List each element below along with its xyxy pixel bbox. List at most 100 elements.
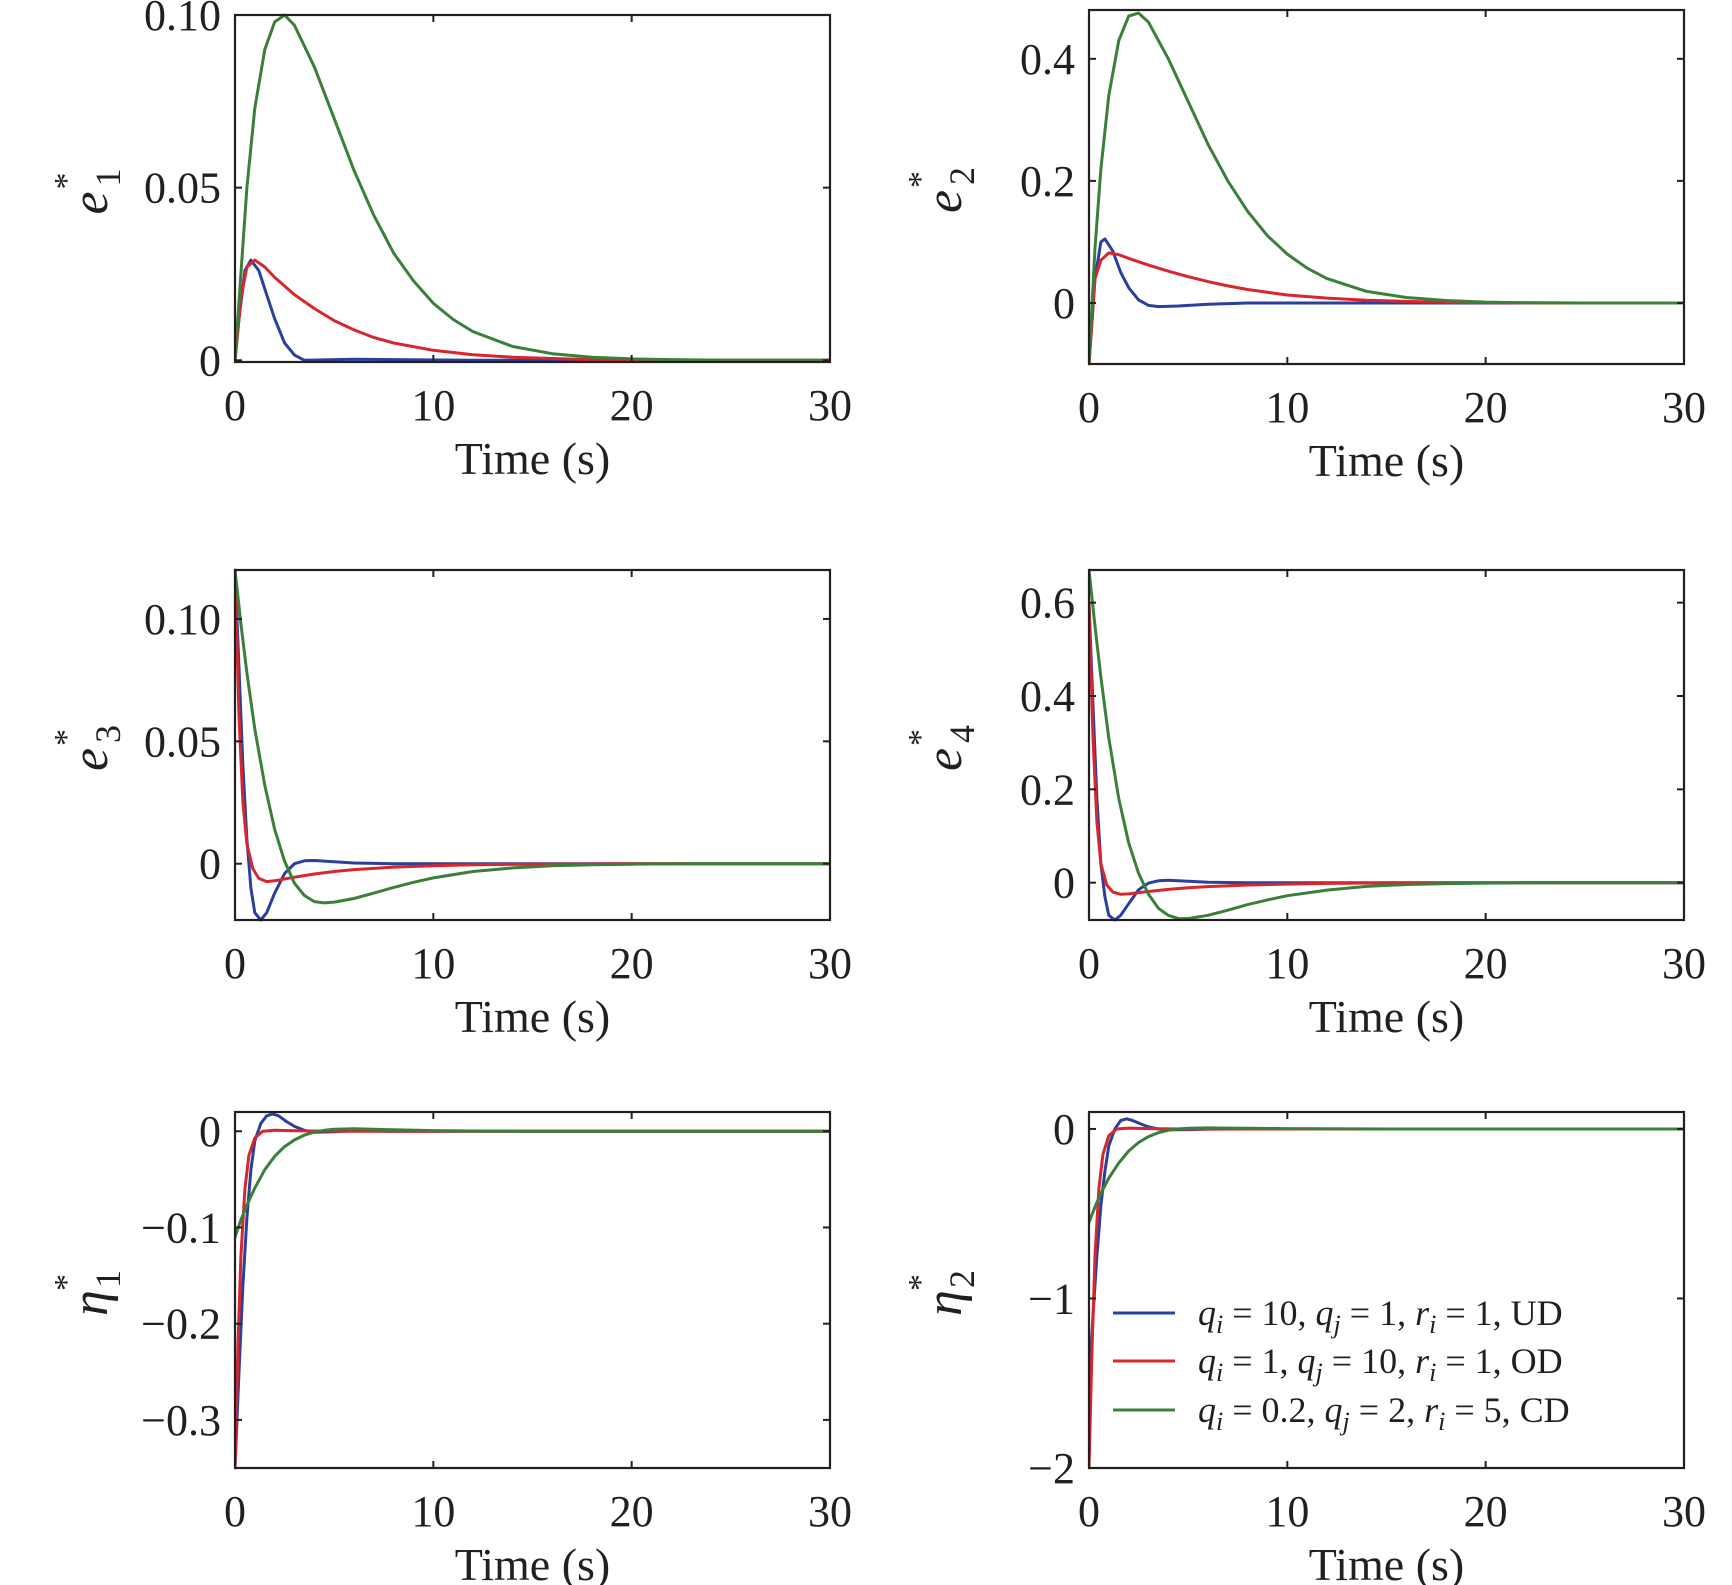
legend-entry-CD: qi = 0.2, qj = 2, ri = 5, CD xyxy=(1198,1390,1570,1436)
x-tick-label: 10 xyxy=(1265,383,1309,432)
series-line-e2-OD xyxy=(1089,251,1684,366)
y-tick-label: 0.4 xyxy=(1020,672,1075,721)
y-tick-label: 0 xyxy=(199,1107,221,1156)
series-line-e1-OD xyxy=(235,258,830,362)
x-axis-title: Time (s) xyxy=(455,991,611,1042)
y-tick-label: −0.3 xyxy=(141,1396,221,1445)
y-tick-label: −0.1 xyxy=(141,1203,221,1252)
series-line-e1-CD xyxy=(235,13,830,362)
x-tick-label: 0 xyxy=(224,381,246,430)
x-axis-title: Time (s) xyxy=(1309,991,1465,1042)
x-tick-label: 0 xyxy=(1078,939,1100,988)
x-tick-label: 20 xyxy=(1464,939,1508,988)
x-tick-label: 0 xyxy=(224,1487,246,1536)
x-tick-label: 0 xyxy=(1078,1487,1100,1536)
x-tick-label: 10 xyxy=(411,939,455,988)
x-tick-label: 10 xyxy=(411,1487,455,1536)
panel-e3: 0 10 20 30 0 0.05 0.10 Time (s) e * 3 xyxy=(48,568,852,1042)
y-axis-title: e * 4 xyxy=(902,725,982,771)
y-tick-label: 0.10 xyxy=(144,0,221,40)
y-tick-label: 0.05 xyxy=(144,717,221,766)
series-line-e4-CD xyxy=(1089,568,1684,921)
plot-frame xyxy=(233,1110,832,1470)
y-axis-symbol: η xyxy=(916,1290,973,1316)
y-axis-superscript: * xyxy=(902,729,939,746)
series-line-e2-UD xyxy=(1089,237,1684,366)
x-axis-title: Time (s) xyxy=(455,1539,611,1585)
x-tick-label: 30 xyxy=(808,381,852,430)
panel-eta1: 0 10 20 30 −0.3 −0.2 −0.1 0 Time (s) η* 1 xyxy=(48,1107,852,1585)
legend-entry-OD: qi = 1, qj = 10, ri = 1, OD xyxy=(1198,1341,1563,1387)
y-tick-label: −1 xyxy=(1028,1274,1075,1323)
x-tick-label: 30 xyxy=(1662,383,1706,432)
y-axis-title: e* 1 xyxy=(48,169,128,215)
y-axis-superscript: * xyxy=(48,729,85,746)
x-tick-label: 20 xyxy=(610,381,654,430)
series-line-e3-OD xyxy=(235,568,830,884)
legend-entry-UD: qi = 10, qj = 1, ri = 1, UD xyxy=(1198,1293,1563,1339)
y-tick-label: 0.10 xyxy=(144,595,221,644)
series-line-eta1-CD xyxy=(235,1127,830,1239)
y-axis-superscript: * xyxy=(48,173,85,190)
y-axis-superscript: * xyxy=(48,1274,85,1291)
y-axis-subscript: 1 xyxy=(88,1270,128,1288)
x-tick-label: 20 xyxy=(610,1487,654,1536)
plot-frame xyxy=(1087,1110,1686,1470)
x-tick-label: 0 xyxy=(1078,383,1100,432)
y-axis-symbol: e xyxy=(62,191,119,214)
x-tick-label: 20 xyxy=(1464,383,1508,432)
y-tick-label: −2 xyxy=(1028,1444,1075,1493)
y-axis-title: e * 3 xyxy=(48,725,128,771)
panel-e2: 0 10 20 30 0 0.2 0.4 Time (s) e * 2 xyxy=(902,8,1706,486)
panel-eta2: 0 10 20 30 −2 −1 0 Time (s) η* 2 xyxy=(902,1105,1706,1585)
plot-frame xyxy=(1087,8,1686,366)
x-tick-label: 10 xyxy=(1265,939,1309,988)
y-tick-label: 0 xyxy=(1053,1105,1075,1154)
series-line-eta1-OD xyxy=(235,1128,830,1470)
y-axis-subscript: 1 xyxy=(88,169,128,187)
y-tick-label: 0.2 xyxy=(1020,765,1075,814)
y-tick-label: 0.6 xyxy=(1020,579,1075,628)
y-axis-subscript: 2 xyxy=(942,1270,982,1288)
x-tick-label: 10 xyxy=(411,381,455,430)
y-axis-symbol: e xyxy=(916,748,973,771)
series-line-eta1-UD xyxy=(235,1112,830,1470)
panel-e1: 0 10 20 30 0 0.05 0.10 Time (s) e* 1 xyxy=(48,0,852,484)
y-axis-symbol: η xyxy=(62,1290,119,1316)
series-line-e4-OD xyxy=(1089,601,1684,896)
series-line-e2-CD xyxy=(1089,11,1684,366)
y-tick-label: 0 xyxy=(199,336,221,385)
y-axis-subscript: 4 xyxy=(942,725,982,743)
y-tick-label: 0 xyxy=(199,840,221,889)
x-tick-label: 30 xyxy=(1662,939,1706,988)
plot-frame xyxy=(1087,568,1686,922)
y-axis-symbol: e xyxy=(916,190,973,213)
x-tick-label: 30 xyxy=(1662,1487,1706,1536)
x-tick-label: 30 xyxy=(808,1487,852,1536)
plot-frame xyxy=(233,13,832,364)
y-tick-label: 0 xyxy=(1053,279,1075,328)
series-line-eta2-CD xyxy=(1089,1126,1684,1224)
y-tick-label: −0.2 xyxy=(141,1300,221,1349)
panel-e4: 0 10 20 30 0 0.2 0.4 0.6 Time (s) e * 4 xyxy=(902,568,1706,1042)
x-axis-title: Time (s) xyxy=(1309,435,1465,486)
y-axis-superscript: * xyxy=(902,171,939,188)
series-line-e3-CD xyxy=(235,568,830,905)
x-tick-label: 20 xyxy=(610,939,654,988)
y-tick-label: 0.4 xyxy=(1020,35,1075,84)
y-axis-title: η* 2 xyxy=(902,1270,982,1316)
x-tick-label: 0 xyxy=(224,939,246,988)
y-axis-superscript: * xyxy=(902,1274,939,1291)
y-axis-symbol: e xyxy=(62,748,119,771)
y-axis-title: e * 2 xyxy=(902,167,982,213)
y-axis-subscript: 2 xyxy=(942,167,982,185)
x-axis-title: Time (s) xyxy=(1309,1539,1465,1585)
x-tick-label: 30 xyxy=(808,939,852,988)
series-line-e1-UD xyxy=(235,258,830,362)
x-tick-label: 10 xyxy=(1265,1487,1309,1536)
y-tick-label: 0.2 xyxy=(1020,157,1075,206)
series-line-e4-UD xyxy=(1089,601,1684,922)
y-tick-label: 0.05 xyxy=(144,164,221,213)
